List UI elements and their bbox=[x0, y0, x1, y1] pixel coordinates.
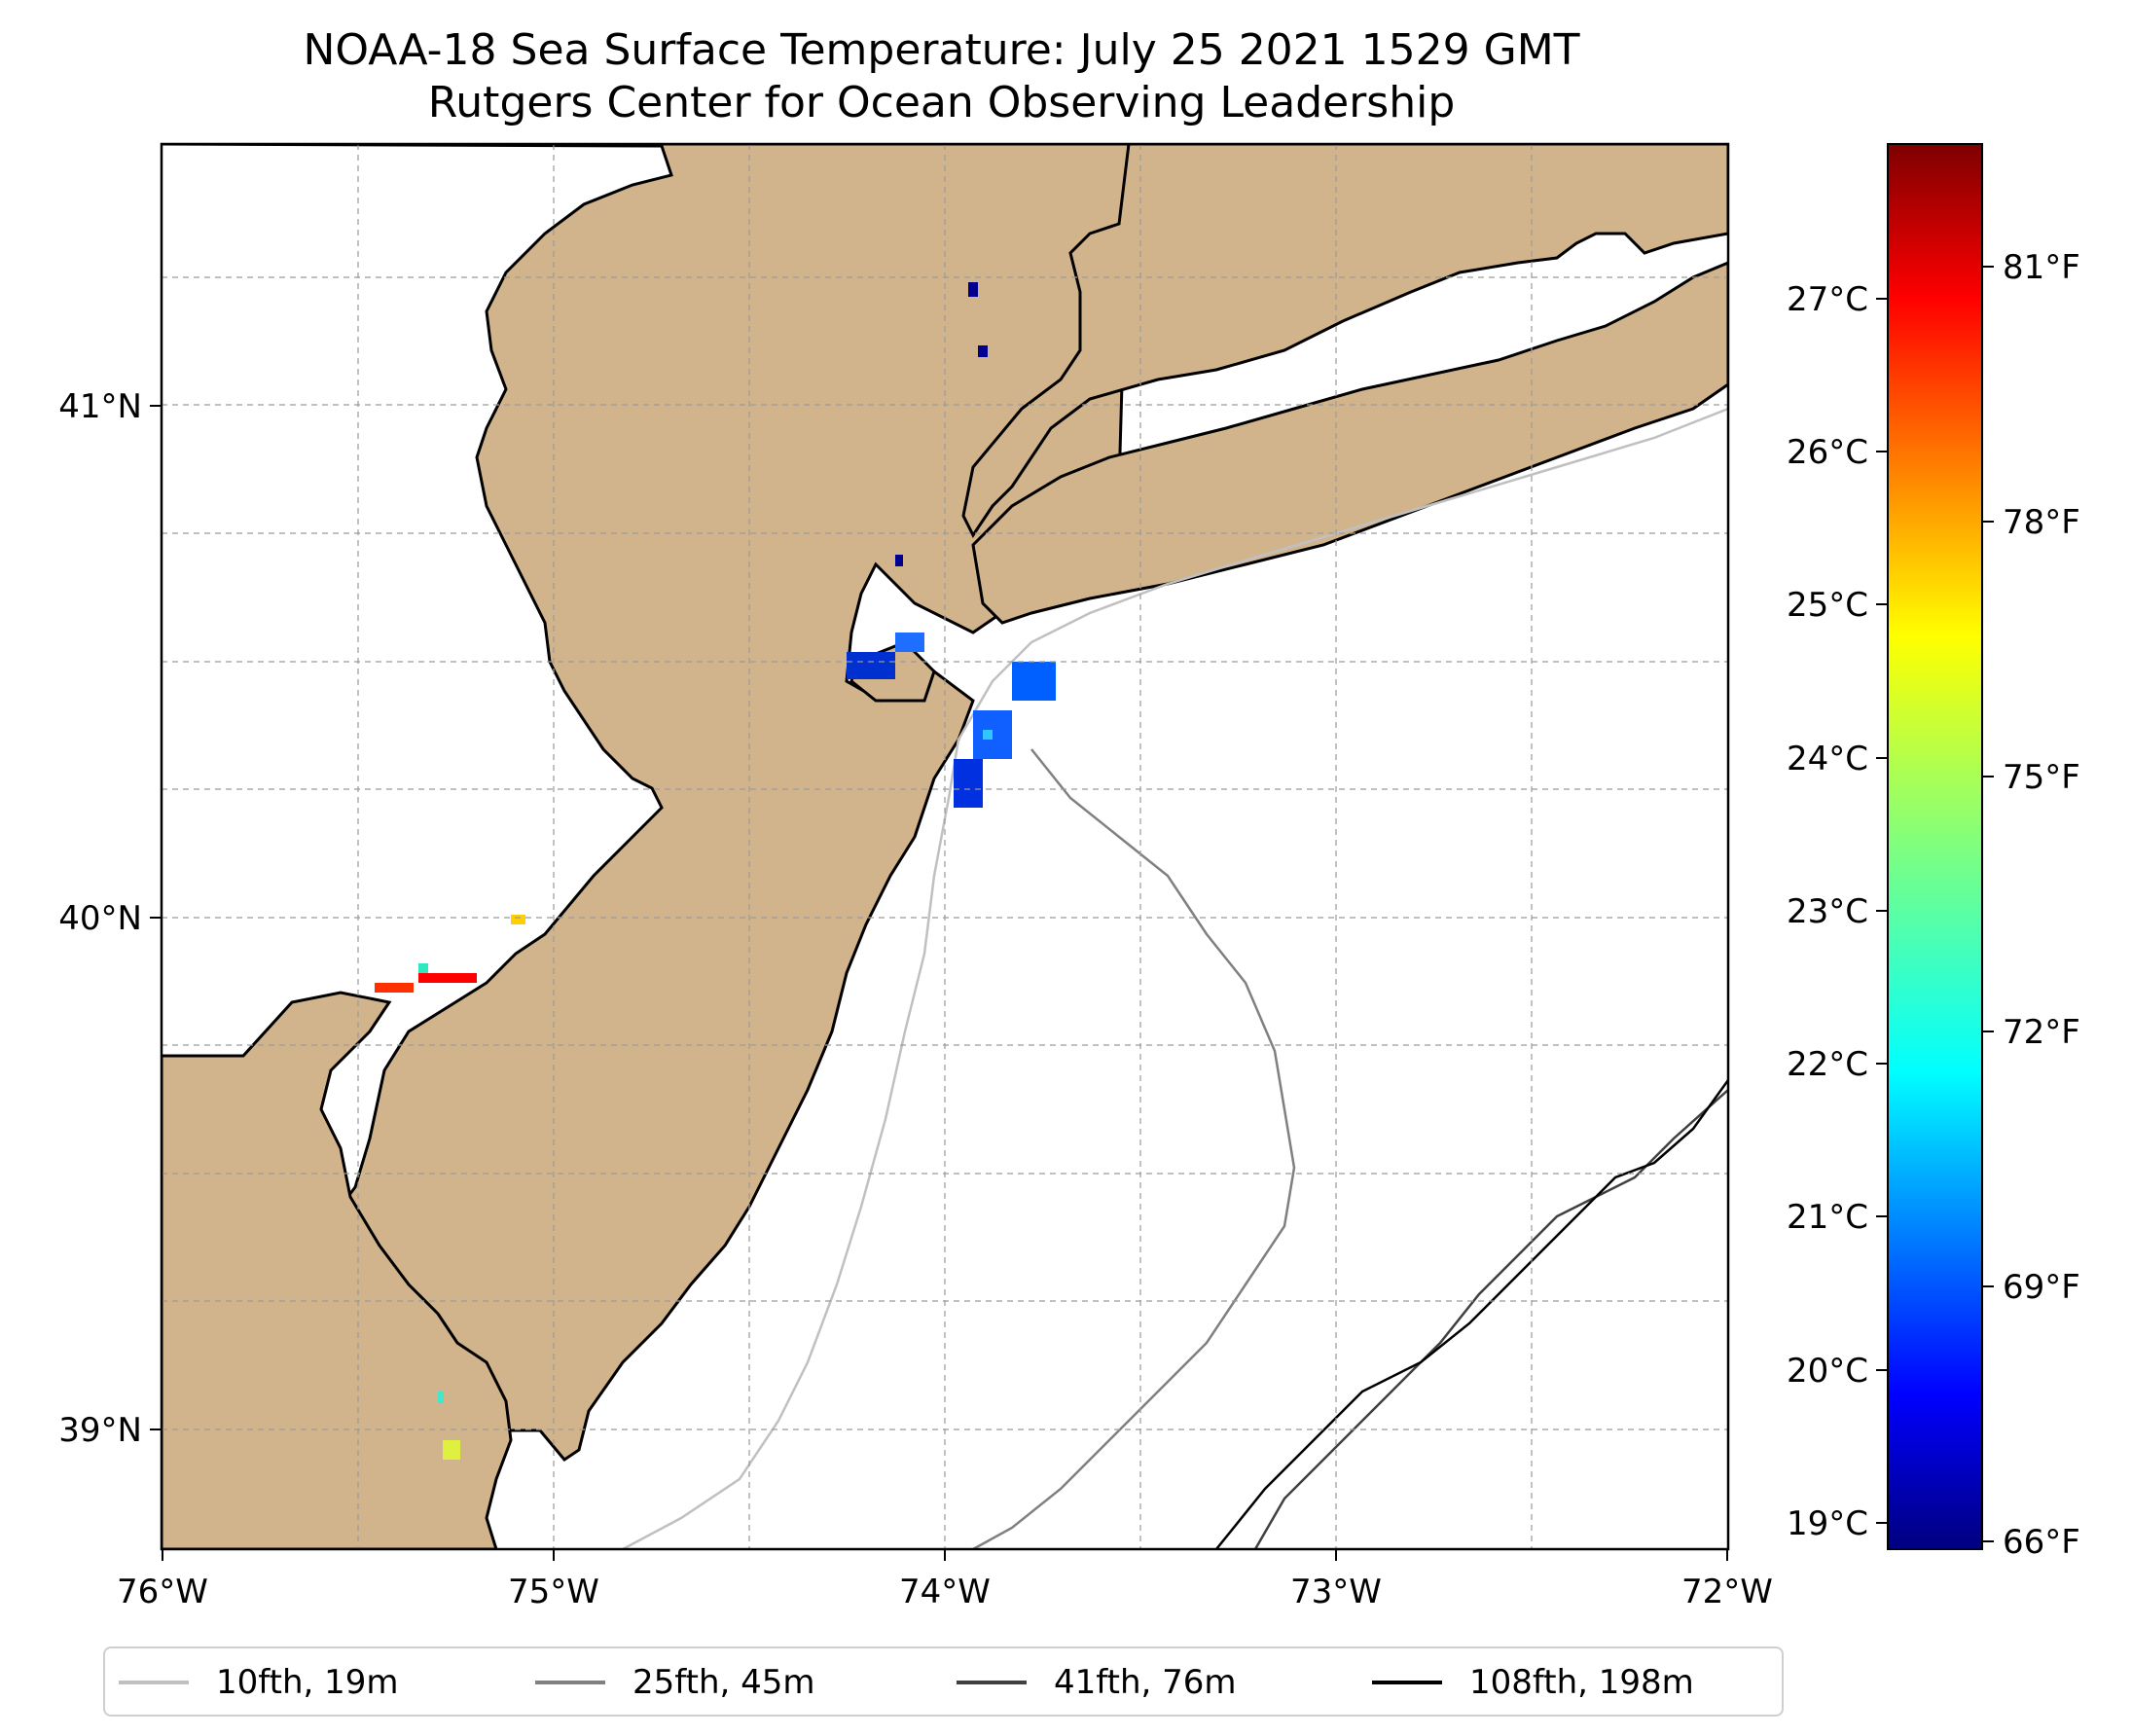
fahrenheit-tick: 81°F bbox=[2003, 248, 2080, 287]
x-tick-label: 75°W bbox=[508, 1573, 599, 1611]
celsius-tick: 21°C bbox=[1787, 1198, 1868, 1237]
x-tick-label: 74°W bbox=[899, 1573, 991, 1611]
legend-label: 108fth, 198m bbox=[1469, 1663, 1694, 1702]
legend-item: 108fth, 198m bbox=[1372, 1660, 1694, 1705]
legend-item: 41fth, 76m bbox=[957, 1660, 1237, 1705]
legend-label: 25fth, 45m bbox=[632, 1663, 815, 1702]
legend-swatch bbox=[957, 1681, 1027, 1684]
celsius-tick: 22°C bbox=[1787, 1045, 1868, 1084]
y-tick-label: 40°N bbox=[58, 899, 142, 938]
contour-legend: 10fth, 19m 25fth, 45m 41fth, 76m 108fth,… bbox=[103, 1646, 1784, 1717]
map-title: NOAA-18 Sea Surface Temperature: July 25… bbox=[303, 25, 1580, 75]
fahrenheit-tick: 72°F bbox=[2003, 1013, 2080, 1052]
celsius-tick: 20°C bbox=[1787, 1352, 1868, 1391]
x-tick-label: 73°W bbox=[1290, 1573, 1382, 1611]
legend-item: 10fth, 19m bbox=[119, 1660, 399, 1705]
colorbar-ticks bbox=[1876, 266, 1994, 1542]
map-subtitle: Rutgers Center for Ocean Observing Leade… bbox=[427, 78, 1456, 127]
land-delaware bbox=[162, 991, 513, 1549]
gridlines bbox=[162, 144, 1728, 1549]
celsius-tick: 24°C bbox=[1787, 740, 1868, 778]
legend-item: 25fth, 45m bbox=[535, 1660, 815, 1705]
contour-108fth bbox=[1215, 1079, 1728, 1549]
contour-10fth bbox=[622, 407, 1728, 1549]
celsius-tick: 27°C bbox=[1787, 280, 1868, 319]
legend-swatch bbox=[119, 1681, 189, 1684]
land-ny-ct bbox=[961, 144, 1728, 538]
legend-swatch bbox=[1372, 1681, 1442, 1684]
legend-swatch bbox=[535, 1681, 605, 1684]
contour-41fth bbox=[1253, 1089, 1728, 1549]
celsius-tick: 26°C bbox=[1787, 433, 1868, 472]
y-tick-label: 41°N bbox=[58, 387, 142, 426]
x-tick-label: 76°W bbox=[117, 1573, 208, 1611]
sst-data-pixels bbox=[375, 282, 1056, 1460]
celsius-tick: 19°C bbox=[1787, 1504, 1868, 1543]
fahrenheit-tick: 69°F bbox=[2003, 1268, 2080, 1307]
colorbar bbox=[1887, 143, 1983, 1550]
fahrenheit-tick: 66°F bbox=[2003, 1523, 2080, 1562]
legend-label: 10fth, 19m bbox=[216, 1663, 399, 1702]
y-tick-label: 39°N bbox=[58, 1411, 142, 1450]
contour-25fth bbox=[972, 748, 1296, 1549]
fahrenheit-tick: 75°F bbox=[2003, 758, 2080, 797]
celsius-tick: 25°C bbox=[1787, 586, 1868, 625]
x-tick-label: 72°W bbox=[1681, 1573, 1773, 1611]
fahrenheit-tick: 78°F bbox=[2003, 503, 2080, 542]
celsius-tick: 23°C bbox=[1787, 892, 1868, 931]
legend-label: 41fth, 76m bbox=[1054, 1663, 1237, 1702]
